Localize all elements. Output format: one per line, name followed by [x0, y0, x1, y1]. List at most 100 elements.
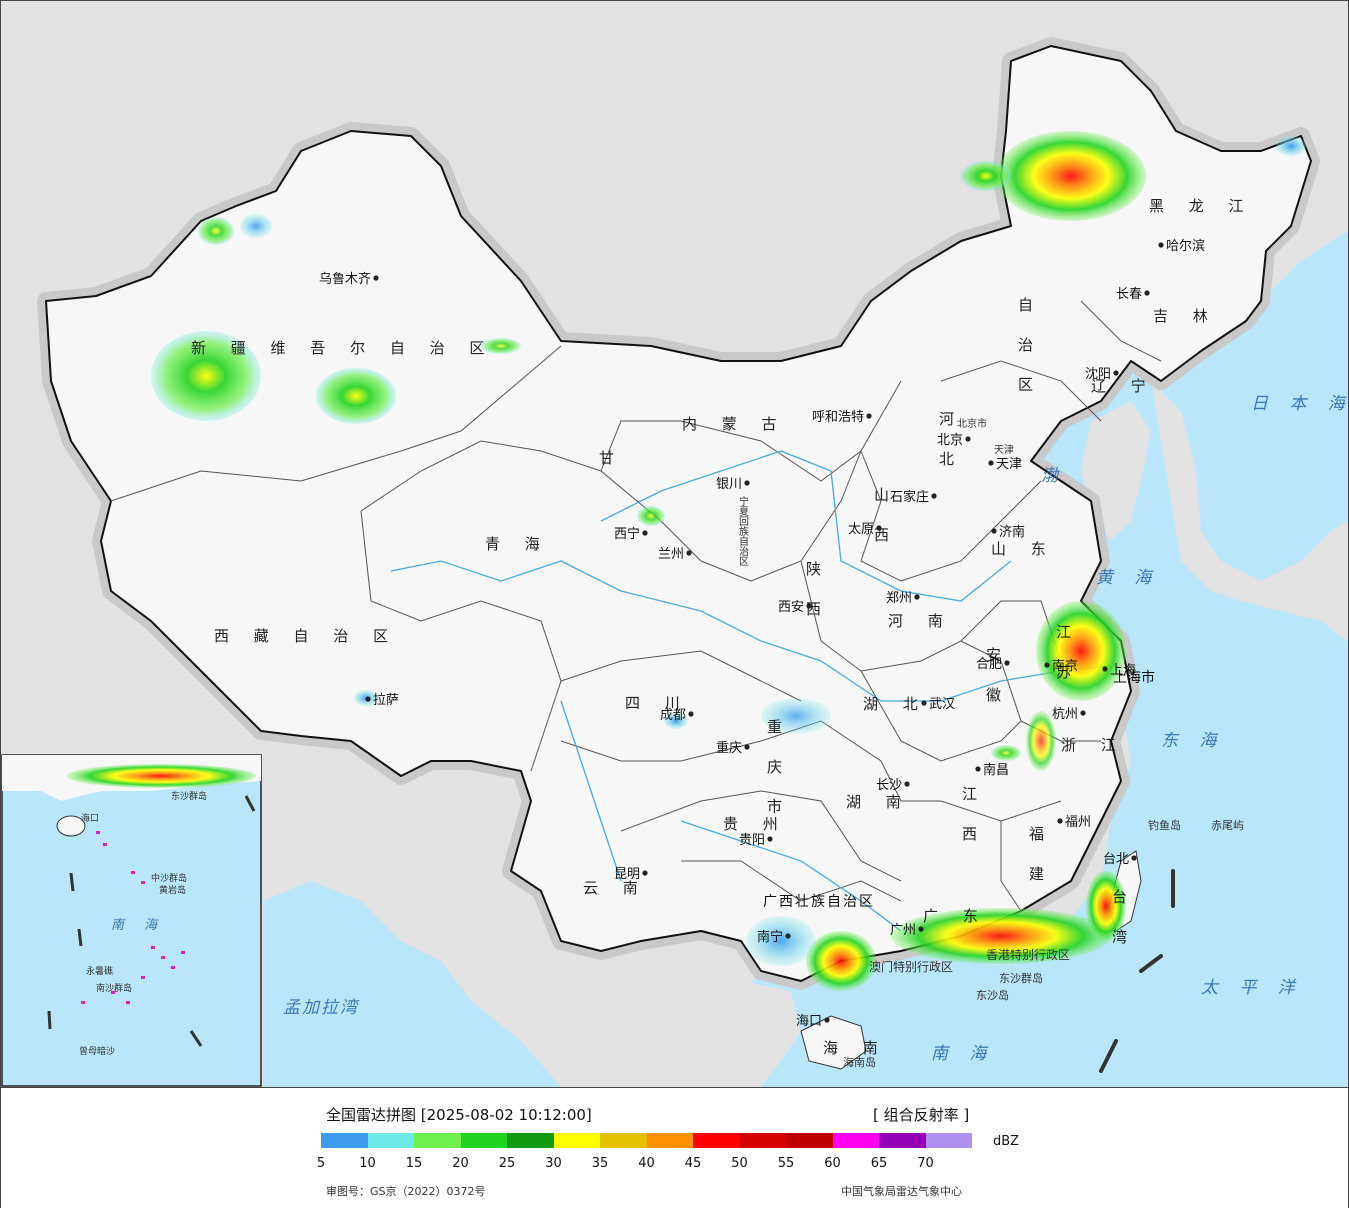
city-label: 兰州 [658, 547, 684, 562]
province-borders [110, 300, 1162, 912]
city-dot [824, 1017, 830, 1023]
color-scale-segment [832, 1133, 879, 1148]
tianjin-label: 天津 [994, 444, 1014, 456]
province-sichuan: 四 川 [625, 694, 690, 712]
legend-product: [ 组合反射率 ] [873, 1106, 970, 1124]
nine-dash-line [1099, 869, 1175, 1073]
city-label: 济南 [999, 524, 1025, 540]
island-chiwei: 赤尾屿 [1211, 819, 1244, 832]
beijing-label: 北京市 [957, 417, 987, 430]
color-scale-tick: 50 [731, 1156, 748, 1171]
city-label: 上海 [1110, 663, 1136, 678]
province-xizang: 西 藏 自 治 区 [214, 627, 398, 645]
color-scale-tick: 5 [316, 1156, 326, 1171]
city-label: 沈阳 [1085, 367, 1111, 382]
color-scale-segment [879, 1133, 926, 1148]
color-scale-segment [321, 1133, 368, 1148]
city-label: 乌鲁木齐 [319, 271, 371, 287]
city-label: 西宁 [614, 526, 640, 542]
province-chongqing: 重 庆 市 [765, 719, 783, 824]
sea-yellow: 黄 海 [1096, 568, 1159, 588]
ningxia-label: 宁夏回族自治区 [737, 495, 749, 566]
color-scale-segment [460, 1133, 507, 1148]
city-dot [1102, 666, 1108, 672]
city-label: 南昌 [983, 762, 1009, 778]
city-label: 西安 [778, 600, 804, 615]
inset-nansha: 南沙群岛 [96, 982, 132, 994]
color-scale-tick: 20 [452, 1156, 469, 1171]
south-china-sea-inset: 南 海 海口 东沙群岛 中沙群岛 黄岩岛 永暑礁 南沙群岛 曾母暗沙 [1, 754, 262, 1087]
bay-of-bengal [263, 881, 561, 1087]
color-scale-segment [600, 1133, 647, 1148]
sea-pacific: 太 平 洋 [1201, 978, 1303, 998]
province-hebei: 河 北 [937, 411, 955, 476]
inset-haikou: 海口 [81, 812, 99, 824]
city-label: 银川 [716, 477, 742, 492]
province-guizhou: 贵 州 [723, 815, 788, 833]
province-shanxi: 山 西 [872, 487, 890, 552]
city-dot [1113, 370, 1119, 376]
city-label: 重庆 [716, 740, 742, 756]
city-label: 台北 [1103, 852, 1129, 867]
city-label: 南京 [1052, 658, 1078, 674]
sea-labels: 日 本 海 渤 黄 海 东 海 太 平 洋 南 海 孟加拉湾 [283, 394, 1345, 1064]
sea-bengal: 孟加拉湾 [283, 998, 360, 1018]
color-scale-tick: 15 [405, 1156, 423, 1171]
province-qinghai: 青 海 [485, 535, 550, 553]
province-jiangxi: 江 西 [960, 786, 978, 851]
province-shaanxi: 陕 西 [804, 561, 822, 626]
city-dot [744, 480, 750, 486]
sea-south: 南 海 [931, 1044, 994, 1064]
province-henan: 河 南 [888, 612, 953, 630]
city-label: 呼和浩特 [812, 410, 864, 425]
city-dot [806, 603, 812, 609]
color-scale-ticks: 5 10 15 20 25 30 35 40 45 50 55 60 65 70 [313, 1156, 953, 1172]
province-taiwan: 台 湾 [1110, 889, 1128, 954]
southeast-asia-land [701, 981, 801, 1087]
city-dot [876, 525, 882, 531]
city-dot [975, 766, 981, 772]
province-hainan: 海 南 [823, 1039, 888, 1057]
inset-dongsha: 东沙群岛 [171, 790, 207, 802]
city-dot [642, 530, 648, 536]
province-guangxi: 广西壮族自治区 [763, 894, 875, 910]
city-label: 太原 [848, 522, 874, 537]
province-fujian: 福 建 [1027, 826, 1045, 891]
color-scale-tick: 60 [824, 1156, 841, 1171]
city-dot [686, 550, 692, 556]
color-scale-tick: 10 [359, 1156, 376, 1171]
rivers [390, 450, 1112, 932]
inset-yongshu: 永暑礁 [86, 965, 113, 977]
macau-label: 澳门特别行政区 [869, 959, 953, 974]
city-dot [744, 744, 750, 750]
radar-echoes [151, 131, 1306, 991]
city-label: 哈尔滨 [1166, 238, 1205, 254]
city-label: 南宁 [757, 929, 783, 945]
legend-panel: 全国雷达拼图 [2025-08-02 10:12:00] [ 组合反射率 ] 5… [1, 1087, 1348, 1208]
color-scale-segment [925, 1133, 972, 1148]
city-label: 拉萨 [373, 693, 399, 708]
city-dot [991, 528, 997, 534]
city-label: 广州 [890, 923, 916, 938]
city-dot [1080, 710, 1086, 716]
city-dot [688, 711, 694, 717]
color-scale-segment [553, 1133, 600, 1148]
city-dot [365, 696, 371, 702]
sea-east: 东 海 [1161, 731, 1224, 751]
province-zhejiang: 浙 江 [1061, 736, 1126, 754]
city-label: 海口 [796, 1014, 822, 1029]
color-scale-tick: 65 [870, 1156, 888, 1171]
color-scale [321, 1133, 972, 1148]
hk-label: 香港特别行政区 [986, 947, 1070, 962]
city-dot [1057, 818, 1063, 824]
inset-title: 南 海 [111, 918, 165, 933]
inset-huangyan: 黄岩岛 [159, 884, 186, 896]
city-label: 成都 [660, 708, 686, 723]
province-hunan: 湖 南 [846, 793, 911, 811]
province-xinjiang: 新 疆 维 吾 尔 自 治 区 [191, 339, 494, 357]
city-dot [642, 870, 648, 876]
city-dot [1044, 662, 1050, 668]
province-labels: 新 疆 维 吾 尔 自 治 区 西 藏 自 治 区 青 海 甘 内 蒙 古 自 … [191, 197, 1244, 1057]
color-scale-tick: 30 [545, 1156, 562, 1171]
city-markers: 乌鲁木齐拉萨西宁兰州银川呼和浩特北京天津石家庄太原 济南郑州西安成都重庆武汉合肥南… [319, 238, 1205, 1029]
